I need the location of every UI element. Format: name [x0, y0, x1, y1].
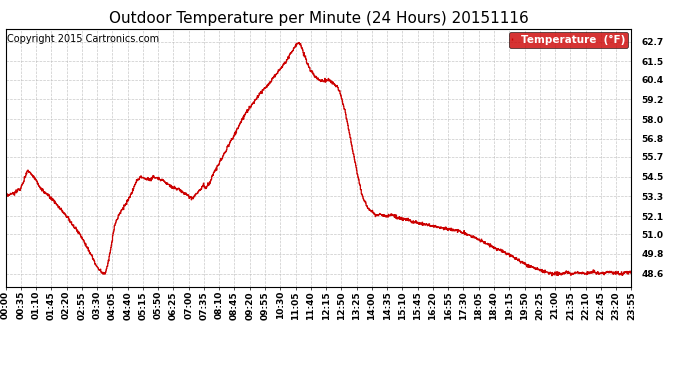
Title: Outdoor Temperature per Minute (24 Hours) 20151116: Outdoor Temperature per Minute (24 Hours…: [108, 11, 529, 26]
Text: Copyright 2015 Cartronics.com: Copyright 2015 Cartronics.com: [7, 34, 159, 44]
Legend: Temperature  (°F): Temperature (°F): [509, 32, 628, 48]
